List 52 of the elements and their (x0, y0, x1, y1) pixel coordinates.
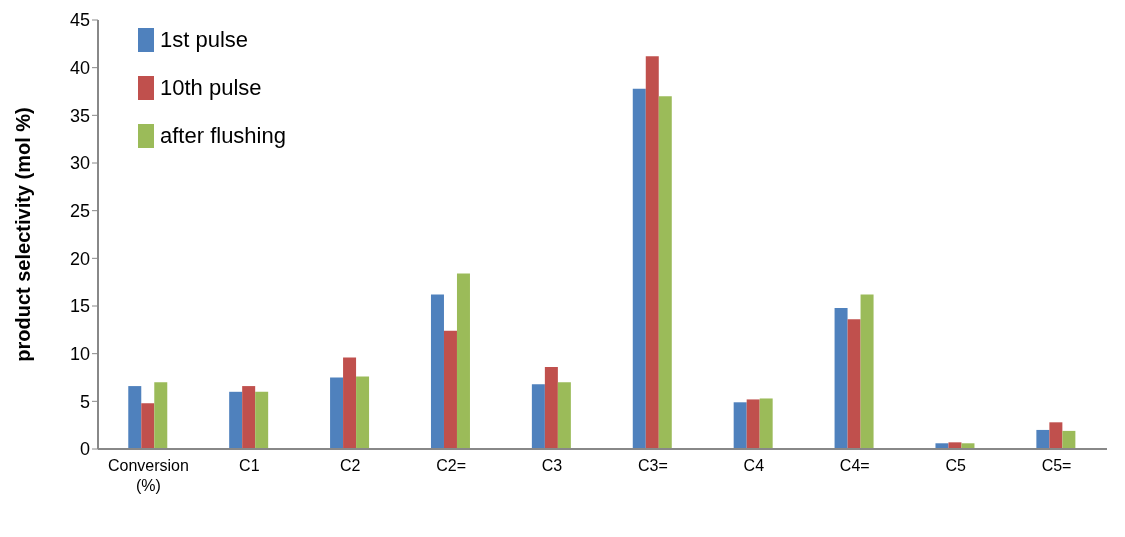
x-tick-label: Conversion (%) (107, 457, 189, 494)
bar (531, 384, 545, 449)
bar (1036, 429, 1050, 449)
bar (343, 357, 357, 449)
bar (733, 402, 747, 449)
bar (330, 377, 344, 449)
bar (443, 330, 457, 449)
y-tick-label: 35 (69, 105, 90, 126)
x-tick-label: C5 (945, 457, 966, 474)
bar (632, 88, 646, 449)
y-axis-title: product selectivity (mol %) (12, 107, 35, 362)
bar (645, 56, 659, 449)
bar (544, 367, 558, 449)
bar (759, 398, 773, 449)
bar (557, 382, 571, 449)
bar (1062, 430, 1076, 449)
bar (242, 386, 256, 449)
y-tick-label: 10 (69, 344, 90, 365)
bar (229, 391, 243, 449)
bar (1049, 422, 1063, 449)
x-tick-label: C2 (340, 457, 361, 474)
x-tick-label: C1 (239, 457, 260, 474)
y-tick-label: 30 (69, 153, 90, 174)
bar (746, 399, 760, 449)
legend-label: 10th pulse (160, 75, 262, 101)
bar (658, 96, 672, 449)
x-tick-label: C4 (743, 457, 765, 474)
y-tick-label: 0 (79, 439, 90, 460)
y-tick-label: 15 (69, 296, 90, 317)
x-tick-label: C2= (436, 457, 467, 474)
legend-label: after flushing (160, 123, 286, 149)
y-tick-label: 25 (69, 201, 90, 222)
y-tick-label: 40 (69, 58, 90, 79)
bar (128, 386, 142, 449)
x-tick-label: C3 (541, 457, 563, 474)
y-tick-label: 45 (69, 10, 90, 31)
bar (847, 319, 861, 449)
x-tick-label: C4= (839, 457, 870, 474)
bar (356, 376, 370, 449)
bar (456, 273, 470, 449)
y-tick-label: 20 (69, 248, 90, 269)
y-tick-label: 5 (79, 391, 90, 412)
bar (154, 382, 168, 449)
x-tick-label: C5= (1041, 457, 1072, 474)
bar (948, 442, 962, 449)
x-tick-label: C3= (638, 457, 668, 474)
bar (255, 391, 269, 449)
bar (860, 294, 874, 449)
bar (141, 403, 155, 449)
legend-label: 1st pulse (160, 27, 249, 53)
bar (430, 294, 444, 449)
bar (834, 307, 848, 449)
